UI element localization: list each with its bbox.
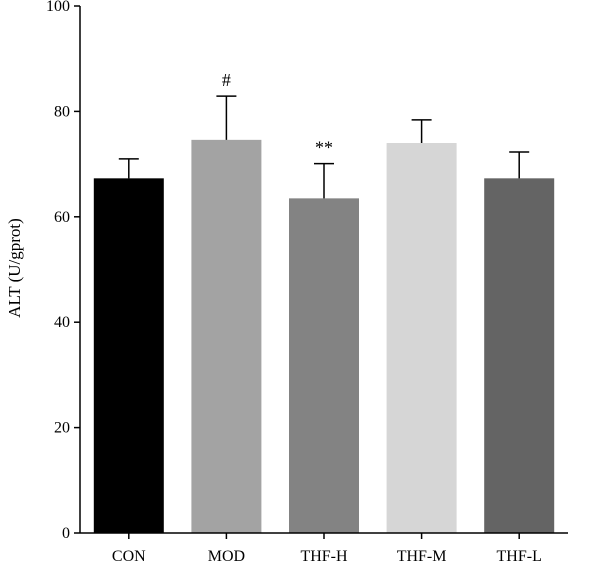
bars-group [93, 139, 555, 534]
x-tick-label-thf-l: THF-L [497, 548, 542, 565]
x-tick-label-con: CON [112, 548, 146, 565]
y-tick-label-40: 40 [54, 314, 70, 331]
error-bar-mod [216, 95, 237, 140]
bar-mod [191, 139, 262, 533]
y-tick-label-20: 20 [54, 420, 70, 437]
y-tick-label-0: 0 [62, 525, 70, 542]
significance-markers: # ** [222, 70, 333, 157]
error-bar-thf-l [509, 151, 530, 179]
error-bar-thf-h [314, 162, 334, 199]
bar-thf-l [484, 178, 555, 534]
error-bars-group [118, 95, 530, 199]
x-tick-label-thf-m: THF-M [397, 548, 447, 565]
x-tick-label-mod: MOD [208, 548, 245, 565]
y-axis-title: ALT (U/gprot) [5, 218, 24, 318]
y-tick-label-60: 60 [54, 209, 70, 226]
y-axis: 0 20 40 60 80 100 [46, 0, 81, 542]
error-bar-thf-m [411, 119, 432, 144]
y-tick-label-100: 100 [46, 0, 70, 15]
x-axis: CON MOD THF-H THF-M THF-L [80, 532, 568, 565]
bar-thf-h [289, 198, 359, 534]
bar-thf-m [386, 143, 457, 533]
x-tick-label-thf-h: THF-H [300, 548, 348, 565]
significance-marker-mod: # [222, 70, 231, 90]
y-tick-label-80: 80 [54, 103, 70, 120]
bar-con [93, 178, 164, 534]
error-bar-con [118, 158, 139, 179]
significance-marker-thf-h: ** [315, 138, 333, 158]
